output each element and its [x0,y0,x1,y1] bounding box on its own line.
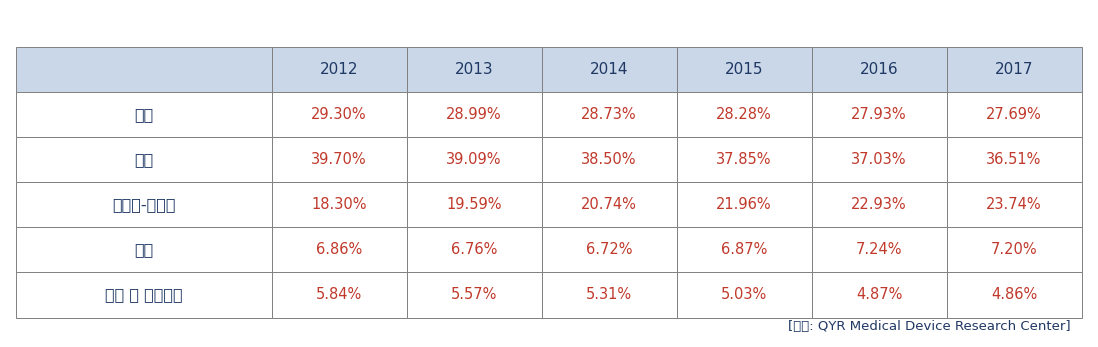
Text: 6.72%: 6.72% [586,242,632,257]
Text: 28.99%: 28.99% [446,107,502,122]
Text: 27.93%: 27.93% [851,107,907,122]
Text: 2013: 2013 [455,62,493,77]
Text: 36.51%: 36.51% [986,152,1042,167]
Text: 2014: 2014 [590,62,628,77]
Text: 5.31%: 5.31% [586,287,632,303]
Text: 22.93%: 22.93% [851,197,907,212]
Text: 유렇: 유렇 [134,152,154,167]
Text: 7.20%: 7.20% [990,242,1038,257]
Text: [출처: QYR Medical Device Research Center]: [출처: QYR Medical Device Research Center] [788,320,1071,333]
Text: 7.24%: 7.24% [855,242,903,257]
Text: 2016: 2016 [860,62,898,77]
Text: 6.86%: 6.86% [316,242,362,257]
Text: 28.28%: 28.28% [716,107,772,122]
Text: 4.86%: 4.86% [990,287,1038,303]
Text: 37.03%: 37.03% [851,152,907,167]
Text: 6.76%: 6.76% [451,242,497,257]
Text: 19.59%: 19.59% [446,197,502,212]
Text: 38.50%: 38.50% [581,152,637,167]
Text: 북미: 북미 [134,107,154,122]
Text: 18.30%: 18.30% [312,197,367,212]
Text: 5.03%: 5.03% [721,287,768,303]
Text: 39.70%: 39.70% [311,152,367,167]
Text: 2015: 2015 [725,62,763,77]
Text: 4.87%: 4.87% [855,287,903,303]
Text: 37.85%: 37.85% [716,152,772,167]
Text: 21.96%: 21.96% [716,197,772,212]
Text: 2017: 2017 [995,62,1033,77]
Text: 5.57%: 5.57% [451,287,497,303]
Text: 6.87%: 6.87% [721,242,768,257]
Text: 27.69%: 27.69% [986,107,1042,122]
Text: 5.84%: 5.84% [316,287,362,303]
Text: 23.74%: 23.74% [986,197,1042,212]
Text: 아시아-태평양: 아시아-태평양 [112,197,176,212]
Text: 20.74%: 20.74% [581,197,637,212]
Text: 28.73%: 28.73% [581,107,637,122]
Text: 남미: 남미 [134,242,154,257]
Text: 29.30%: 29.30% [311,107,367,122]
Text: 중동 및 아프리카: 중동 및 아프리카 [105,287,183,303]
Text: 2012: 2012 [320,62,358,77]
Text: 39.09%: 39.09% [446,152,502,167]
